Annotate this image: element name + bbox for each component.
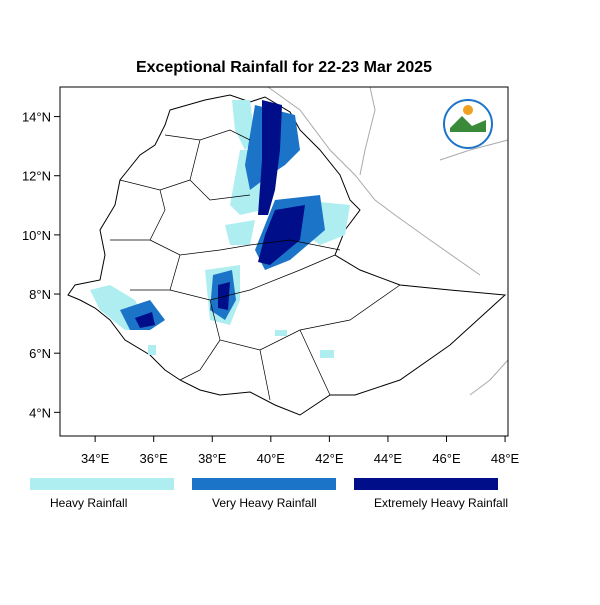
region-borders <box>110 129 401 401</box>
map-frame <box>59 86 509 437</box>
x-tick-label: 38°E <box>198 451 227 466</box>
axis-ticks: 34°E 36°E 38°E 40°E 42°E 44°E 46°E 48°E 4°N 6°N 8°… <box>22 110 520 466</box>
y-tick-label: 6°N <box>29 346 51 361</box>
x-tick-label: 48°E <box>491 451 520 466</box>
legend-swatch <box>30 478 174 490</box>
map-title: Exceptional Rainfall for 22-23 Mar 2025 <box>136 59 432 76</box>
legend-label: Very Heavy Rainfall <box>212 496 317 510</box>
legend-label: Extremely Heavy Rainfall <box>374 496 508 510</box>
legend-label: Heavy Rainfall <box>50 496 127 510</box>
y-tick-label: 8°N <box>29 287 51 302</box>
x-tick-label: 46°E <box>432 451 461 466</box>
y-tick-label: 12°N <box>22 169 51 184</box>
map-area <box>59 86 509 437</box>
x-tick-label: 36°E <box>140 451 169 466</box>
x-tick-label: 34°E <box>81 451 110 466</box>
legend-swatch <box>192 478 336 490</box>
x-tick-label: 44°E <box>374 451 403 466</box>
x-tick-label: 40°E <box>257 451 286 466</box>
legend: Heavy Rainfall Very Heavy Rainfall Extreme… <box>30 478 508 510</box>
legend-swatch <box>354 478 498 490</box>
agency-logo <box>443 99 493 149</box>
y-tick-label: 10°N <box>22 228 51 243</box>
y-tick-label: 4°N <box>29 405 51 420</box>
extreme-rainfall-area <box>135 100 305 328</box>
y-tick-label: 14°N <box>22 110 51 125</box>
x-tick-label: 42°E <box>315 451 344 466</box>
neighbor-borders <box>267 86 509 396</box>
